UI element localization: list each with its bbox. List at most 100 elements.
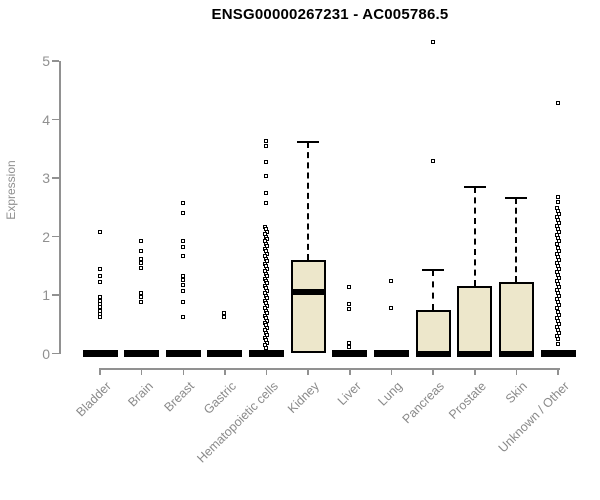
outlier-point (555, 194, 560, 199)
outlier-point (556, 330, 561, 335)
outlier-point (265, 340, 270, 345)
outlier-point (180, 315, 185, 320)
x-tick (265, 368, 268, 375)
box-lung (373, 350, 409, 357)
outlier-point (265, 296, 270, 301)
y-tick (52, 352, 59, 355)
outlier-point (139, 265, 144, 270)
outlier-point (97, 315, 102, 320)
x-tick (349, 368, 351, 375)
outlier-point (555, 200, 560, 205)
outlier-point (347, 341, 352, 346)
outlier-point (556, 212, 561, 216)
outlier-point (265, 244, 270, 249)
outlier-point (222, 310, 227, 315)
median-prostate (457, 350, 493, 357)
box-breast (165, 350, 201, 357)
outlier-point (555, 100, 560, 105)
box-gastric (207, 350, 243, 357)
y-tick-label: 2 (42, 228, 50, 245)
median-kidney (290, 289, 326, 296)
outlier-point (556, 321, 561, 326)
x-tick (182, 368, 185, 375)
outlier-point (180, 239, 185, 244)
outlier-point (265, 288, 270, 293)
outlier-point (264, 174, 269, 179)
whisker-cap-pancreas (422, 268, 445, 272)
outlier-point (347, 306, 352, 311)
outlier-point (430, 39, 435, 44)
outlier-point (556, 312, 561, 317)
outlier-point (556, 248, 561, 253)
outlier-point (139, 249, 144, 254)
outlier-point (180, 245, 185, 250)
outlier-point (180, 210, 185, 215)
box-unknown-other (540, 350, 576, 357)
outlier-point (265, 333, 270, 338)
outlier-point (347, 345, 352, 350)
outlier-point (265, 259, 270, 264)
outlier-point (139, 300, 144, 305)
outlier-point (97, 298, 102, 303)
outlier-point (264, 144, 269, 149)
outlier-point (430, 158, 435, 163)
outlier-point (97, 274, 102, 279)
whisker-kidney (307, 141, 310, 260)
y-tick (52, 118, 59, 121)
x-tick (515, 368, 518, 375)
x-tick (224, 368, 226, 375)
outlier-point (555, 336, 560, 341)
outlier-point (347, 302, 352, 307)
box-pancreas (415, 310, 451, 354)
outlier-point (556, 266, 561, 271)
box-prostate (457, 286, 493, 354)
outlier-point (180, 288, 185, 293)
x-tick (432, 368, 434, 375)
y-axis-line (59, 61, 61, 354)
outlier-point (555, 342, 560, 347)
outlier-point (97, 230, 102, 235)
outlier-point (265, 266, 270, 271)
outlier-point (556, 239, 561, 244)
outlier-point (556, 276, 561, 280)
outlier-point (264, 190, 269, 195)
outlier-point (139, 294, 144, 299)
x-tick (474, 368, 476, 375)
x-tick (557, 368, 559, 375)
outlier-point (388, 305, 393, 310)
x-tick (390, 368, 393, 375)
outlier-point (556, 294, 561, 299)
whisker-skin (515, 197, 518, 282)
outlier-point (97, 267, 102, 272)
box-liver (332, 350, 368, 357)
box-kidney (290, 259, 326, 354)
y-tick-label: 4 (42, 111, 50, 128)
outlier-point (265, 251, 270, 256)
y-tick (52, 60, 59, 62)
outlier-point (139, 261, 144, 266)
outlier-point (180, 254, 185, 259)
whisker-cap-kidney (297, 140, 320, 144)
outlier-point (265, 311, 270, 316)
outlier-point (180, 201, 185, 206)
outlier-point (265, 236, 270, 241)
x-axis-line (98, 368, 560, 370)
y-tick-label: 1 (42, 287, 50, 303)
outlier-point (556, 257, 561, 262)
outlier-point (139, 239, 144, 244)
outlier-point (264, 201, 269, 206)
outlier-point (97, 305, 102, 310)
x-tick (140, 368, 143, 375)
outlier-point (264, 160, 269, 165)
y-tick-label: 5 (42, 53, 50, 69)
median-skin (498, 350, 534, 357)
whisker-cap-skin (505, 196, 528, 200)
outlier-point (265, 303, 270, 308)
outlier-point (222, 315, 227, 320)
outlier-point (139, 290, 144, 295)
median-pancreas (415, 350, 451, 357)
y-tick (52, 177, 59, 179)
outlier-point (388, 279, 393, 284)
outlier-point (556, 285, 561, 290)
